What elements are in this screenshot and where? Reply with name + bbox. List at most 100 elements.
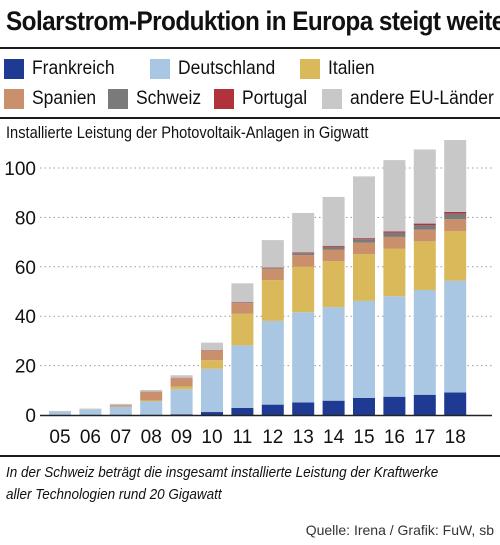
legend-label: Portugal — [242, 88, 308, 109]
bar-segment — [383, 160, 406, 232]
bar-segment — [322, 249, 345, 262]
bar-segment — [292, 402, 315, 415]
y-tick-label: 40 — [15, 307, 36, 328]
legend-swatch — [214, 89, 234, 109]
bar-segment — [231, 313, 254, 346]
bar-segment — [140, 392, 163, 401]
bar-segment — [383, 296, 406, 397]
bar-segment — [353, 300, 375, 398]
bar-segment — [140, 389, 163, 392]
legend-swatch — [300, 59, 320, 79]
bar-segment — [353, 242, 375, 255]
bar-segment — [383, 236, 406, 249]
bar-segment — [444, 230, 467, 281]
bar-segment — [292, 253, 315, 256]
legend-swatch — [4, 59, 24, 79]
bar-segment — [261, 240, 284, 268]
bar-segment — [109, 405, 132, 407]
legend-item-deutschland: Deutschland — [150, 56, 284, 82]
bar-segment — [201, 412, 223, 415]
source-credit: Quelle: Irena / Grafik: FuW, sb — [305, 522, 494, 538]
legend-swatch — [322, 89, 342, 109]
bar-segment — [140, 400, 163, 402]
chart-bottom-rule — [0, 455, 500, 457]
legend-swatch — [150, 59, 170, 79]
bar-segment — [322, 196, 345, 246]
bar-segment — [109, 403, 132, 406]
bar-segment — [322, 246, 345, 250]
y-tick-label: 80 — [15, 208, 36, 229]
legend-swatch — [4, 89, 24, 109]
bar-segment — [201, 350, 223, 361]
y-tick-label: 20 — [15, 357, 36, 378]
bar-segment — [170, 386, 193, 390]
bar-segment — [261, 320, 284, 405]
bar-segment — [353, 238, 375, 240]
x-tick-label: 05 — [49, 427, 70, 448]
bar-segment — [231, 345, 254, 408]
bar-segment — [322, 261, 345, 308]
bar-segment — [231, 407, 254, 415]
bar-segment — [444, 140, 467, 212]
bar-segment — [353, 176, 375, 239]
x-tick-label: 16 — [384, 427, 405, 448]
bar-segment — [201, 342, 223, 351]
bar-segment — [322, 400, 345, 415]
x-tick-label: 08 — [141, 427, 162, 448]
legend-item-frankreich: Frankreich — [4, 56, 122, 82]
bar-segment — [413, 394, 436, 415]
y-tick-label: 60 — [15, 258, 36, 279]
y-tick-label: 0 — [25, 406, 36, 427]
legend-label: Italien — [328, 58, 375, 79]
bar-segment — [444, 213, 467, 220]
bar-segment — [353, 254, 375, 301]
y-tick-label: 100 — [4, 159, 36, 180]
bar-segment — [201, 360, 223, 369]
bar-segment — [413, 223, 436, 226]
bar-segment — [353, 239, 375, 243]
legend-item-portugal: Portugal — [214, 86, 313, 112]
bar-segment — [383, 248, 406, 297]
bar-segment — [383, 396, 406, 415]
legend-label: Schweiz — [136, 88, 202, 109]
bar-segment — [292, 212, 315, 253]
bar-segment — [261, 280, 284, 321]
title-rule — [0, 47, 500, 49]
bar-segment — [79, 408, 102, 410]
bar-segment — [170, 375, 193, 378]
x-tick-label: 11 — [233, 427, 253, 448]
legend-label: andere EU-Länder — [350, 88, 494, 109]
x-tick-label: 13 — [293, 427, 314, 448]
legend-label: Spanien — [32, 88, 97, 109]
x-tick-label: 09 — [171, 427, 192, 448]
bar-segment — [231, 303, 254, 314]
x-tick-label: 17 — [414, 427, 435, 448]
x-tick-label: 06 — [80, 427, 101, 448]
bar-segment — [413, 229, 436, 242]
legend-swatch — [108, 89, 128, 109]
x-tick-label: 18 — [445, 427, 466, 448]
legend-item-andere-eu-länder: andere EU-Länder — [322, 86, 500, 112]
chart-legend: Frankreich Deutschland Italien Spanien Schwe… — [0, 53, 500, 115]
x-tick-label: 07 — [110, 427, 131, 448]
chart-title: Solarstrom-Produktion in Europa steigt w… — [6, 6, 500, 36]
x-tick-label: 14 — [323, 427, 345, 448]
bar-segment — [261, 268, 284, 281]
bar-segment — [413, 149, 436, 224]
legend-item-italien: Italien — [300, 56, 379, 82]
chart-subtitle: Installierte Leistung der Photovoltaik-A… — [6, 123, 369, 142]
legend-label: Deutschland — [178, 58, 276, 79]
bar-segment — [109, 406, 132, 415]
bar-segment — [292, 255, 315, 267]
footnote: In der Schweiz beträgt die insgesamt ins… — [6, 464, 439, 503]
bar-segment — [261, 404, 284, 415]
bar-segment — [413, 225, 436, 230]
bar-segment — [353, 397, 375, 415]
bar-segment — [383, 231, 406, 233]
bar-segment — [170, 389, 193, 415]
bar-segment — [444, 219, 467, 231]
bar-segment — [413, 241, 436, 291]
bar-segment — [79, 409, 102, 415]
bar-segment — [201, 368, 223, 413]
bar-segment — [49, 411, 71, 415]
